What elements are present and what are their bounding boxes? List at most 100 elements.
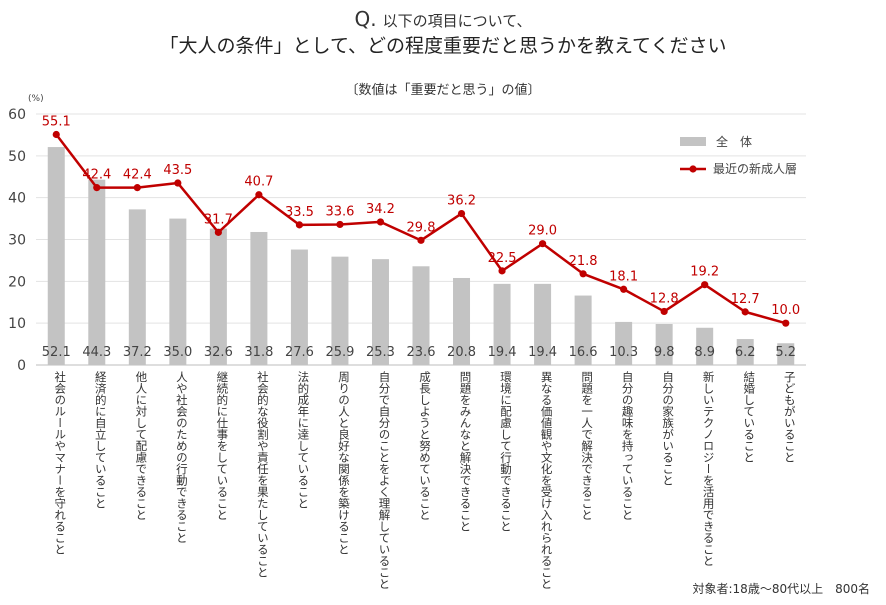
category-label: 成長しようと努めていること (418, 371, 432, 521)
category-label: 社会的な役割や責任を果たしていること (256, 370, 270, 578)
line-value-label: 33.5 (285, 205, 314, 220)
category-label: 自分で自分のことをよく理解していること (377, 371, 391, 590)
bar (412, 266, 430, 365)
category-label: 他人に対して配慮できること (134, 371, 148, 521)
bar-value-label: 52.1 (42, 345, 71, 360)
line-point (498, 267, 506, 275)
line-point (214, 228, 222, 236)
line-point (457, 209, 466, 218)
bar-value-label: 31.8 (244, 345, 273, 360)
category-label: 新しいテクノロジーを活用できること (702, 370, 716, 566)
line-point (93, 184, 101, 192)
category-label: 子どもがいること (783, 371, 797, 463)
line-point (255, 191, 263, 199)
bar-value-label: 23.6 (407, 345, 436, 360)
line-value-label: 29.0 (528, 224, 557, 239)
bar-value-label: 19.4 (528, 345, 557, 360)
category-label: 自分の趣味を持っていること (621, 371, 635, 521)
line-value-label: 31.7 (204, 212, 233, 227)
line-value-label: 42.4 (82, 168, 111, 183)
line-value-label: 29.8 (407, 220, 436, 235)
question-line: Q. 以下の項目について、 (0, 8, 886, 32)
bar (169, 218, 187, 365)
line-point (620, 285, 628, 293)
question-mark: Q. (354, 7, 377, 31)
bar-value-label: 25.9 (325, 345, 354, 360)
bar (696, 327, 714, 365)
bar-value-label: 37.2 (123, 345, 152, 360)
line-point (579, 270, 587, 278)
bar-value-label: 10.3 (609, 345, 638, 360)
legend-label: 最近の新成人層 (713, 161, 797, 176)
line-value-label: 12.7 (731, 292, 760, 307)
line-value-label: 10.0 (771, 303, 800, 318)
bar (736, 339, 754, 365)
bar (574, 295, 592, 365)
line-value-label: 18.1 (609, 269, 638, 284)
line-value-label: 22.5 (488, 251, 517, 266)
y-tick-label: 10 (8, 316, 26, 332)
bar (290, 249, 308, 365)
bar-value-label: 32.6 (204, 345, 233, 360)
legend-swatch-point (689, 165, 697, 173)
y-tick-label: 30 (8, 233, 26, 249)
bar (453, 277, 471, 365)
bar (371, 259, 389, 365)
y-axis-unit: (%) (28, 94, 44, 104)
bar (777, 343, 795, 365)
category-label: 結婚していること (742, 370, 756, 463)
line-value-label: 21.8 (569, 254, 598, 269)
category-label: 社会のルールやマナーを守れること (53, 370, 67, 555)
line-value-label: 43.5 (163, 163, 192, 178)
line-point (417, 236, 425, 244)
line-point (295, 221, 304, 229)
line-point (52, 130, 60, 139)
legend-swatch-bar (680, 137, 706, 146)
line-value-label: 36.2 (447, 194, 476, 209)
category-label: 継続的に仕事をしていること (215, 370, 229, 520)
line-point (174, 179, 182, 187)
bar-value-label: 19.4 (488, 345, 517, 360)
bar (534, 283, 552, 365)
line-value-label: 40.7 (244, 175, 273, 190)
chart-subtitle: 〔数値は「重要だと思う」の値〕 (345, 83, 541, 98)
y-tick-label: 20 (8, 274, 26, 290)
bar-value-label: 5.2 (775, 345, 796, 360)
question-text: 以下の項目について、 (382, 12, 532, 30)
line-point (376, 218, 385, 226)
bar (331, 256, 349, 365)
chart-title: 「大人の条件」として、どの程度重要だと思うかを教えてください (159, 35, 727, 57)
bar (88, 179, 106, 365)
line-point (660, 307, 668, 316)
category-label: 法的成年に達していること (296, 370, 310, 509)
bar (128, 209, 146, 365)
line-value-label: 55.1 (42, 114, 71, 129)
line-point (782, 319, 790, 327)
line-point (741, 308, 749, 316)
bar (47, 147, 65, 365)
bar (493, 283, 511, 365)
bar-value-label: 44.3 (82, 345, 111, 360)
line-value-label: 42.4 (123, 168, 152, 183)
legend-label: 全 体 (716, 134, 752, 149)
y-tick-label: 40 (8, 191, 26, 207)
bar-value-label: 6.2 (735, 345, 756, 360)
bar-value-label: 35.0 (163, 345, 192, 360)
line-point (133, 184, 141, 192)
bar-value-label: 20.8 (447, 345, 476, 360)
title-block: Q. 以下の項目について、 「大人の条件」として、どの程度重要だと思うかを教えてく… (0, 8, 886, 60)
bar (250, 231, 268, 365)
category-label: 環境に配慮して行動できること (499, 371, 513, 532)
line-value-label: 12.8 (650, 291, 679, 306)
y-tick-label: 60 (8, 107, 26, 123)
bar-value-label: 25.3 (366, 345, 395, 360)
line-point (538, 240, 547, 248)
bar-value-label: 9.8 (654, 345, 675, 360)
line-value-label: 34.2 (366, 202, 395, 217)
line-value-label: 33.6 (325, 204, 354, 219)
bar-value-label: 27.6 (285, 345, 314, 360)
bar-value-label: 16.6 (569, 345, 598, 360)
category-label: 経済的に自立していること (94, 371, 108, 509)
bar (655, 324, 673, 365)
bar (209, 228, 227, 365)
